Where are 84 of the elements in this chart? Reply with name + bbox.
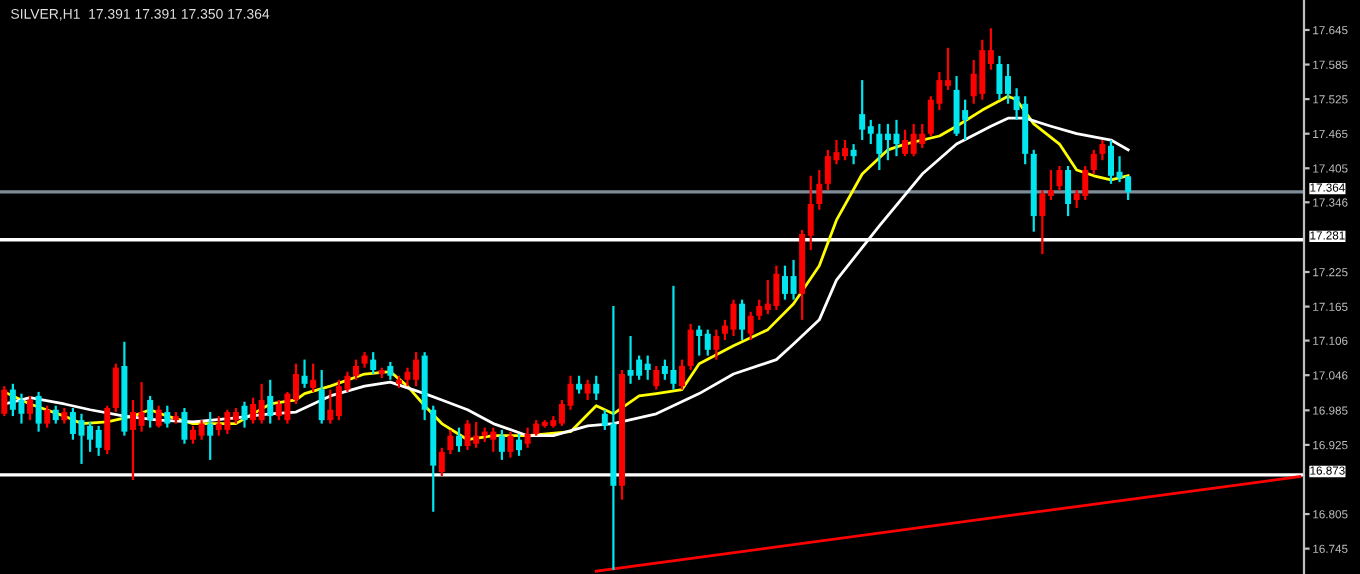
- candlestick: [773, 264, 780, 312]
- candlestick: [584, 378, 591, 402]
- candlestick: [730, 298, 737, 338]
- candlestick: [318, 368, 325, 425]
- candlestick: [241, 400, 248, 429]
- candlestick: [910, 122, 917, 158]
- candlestick: [138, 380, 145, 433]
- candlestick: [970, 58, 977, 105]
- candlestick: [516, 432, 523, 457]
- candlestick: [1039, 189, 1046, 256]
- candlestick: [473, 420, 480, 449]
- candlestick: [696, 324, 703, 357]
- candlestick: [653, 364, 660, 391]
- candlestick: [275, 398, 282, 422]
- candlestick: [490, 426, 497, 453]
- candlestick: [962, 98, 969, 142]
- candlestick: [455, 426, 462, 453]
- candlestick: [953, 74, 960, 138]
- candlestick: [27, 394, 34, 422]
- candlestick: [1099, 138, 1106, 162]
- candlestick: [704, 328, 711, 357]
- candlestick: [850, 142, 857, 166]
- candlestick: [824, 148, 831, 192]
- candlestick: [310, 362, 317, 393]
- candlestick: [35, 390, 42, 433]
- candlestick: [670, 284, 677, 391]
- candlestick: [224, 408, 231, 436]
- candlestick: [447, 428, 454, 456]
- candlestick: [181, 406, 188, 445]
- candlestick: [353, 358, 360, 381]
- candlestick: [207, 410, 214, 461]
- candlestick: [198, 419, 205, 441]
- candlestick: [644, 354, 651, 381]
- candlestick: [147, 394, 154, 429]
- candlestick: [893, 118, 900, 158]
- candlestick: [18, 392, 25, 425]
- candlestick: [464, 419, 471, 452]
- candlestick: [790, 258, 797, 301]
- candlestick: [250, 396, 257, 425]
- candlestick: [1065, 164, 1072, 218]
- candlestick: [404, 366, 411, 388]
- candlestick: [1, 385, 8, 418]
- candlestick: [747, 310, 754, 342]
- candlestick: [438, 446, 445, 478]
- candlestick: [301, 358, 308, 389]
- candlestick: [919, 122, 926, 150]
- candlestick: [507, 430, 514, 459]
- candlestick: [996, 54, 1003, 101]
- candlestick: [679, 358, 686, 391]
- candlestick: [370, 351, 377, 376]
- candlestick: [335, 378, 342, 422]
- candlestick: [687, 322, 694, 372]
- candlestick: [593, 374, 600, 402]
- candlestick: [1090, 148, 1097, 176]
- candlestick: [164, 404, 171, 429]
- candlestick: [1056, 164, 1063, 192]
- candlestick: [756, 298, 763, 321]
- candlestick: [627, 334, 634, 385]
- candlestick: [1125, 175, 1132, 202]
- candlestick: [867, 118, 874, 146]
- candlestick: [876, 122, 883, 172]
- candlestick: [661, 358, 668, 381]
- candlestick: [267, 378, 274, 425]
- candlestick: [327, 388, 334, 425]
- candlestick: [215, 414, 222, 437]
- candlestick: [155, 404, 162, 429]
- candlestick: [713, 328, 720, 361]
- candlestick: [112, 362, 119, 414]
- candlestick: [258, 382, 265, 425]
- candlestick: [9, 382, 16, 418]
- candlestick: [816, 168, 823, 211]
- candlestick: [979, 38, 986, 101]
- candlestick: [764, 278, 771, 316]
- candlestick: [1082, 164, 1089, 202]
- candlestick: [636, 354, 643, 381]
- candlestick: [498, 428, 505, 461]
- candlestick: [739, 298, 746, 342]
- candlestick: [95, 424, 102, 457]
- candlestick: [524, 426, 531, 449]
- candlestick: [859, 79, 866, 142]
- candlestick: [104, 404, 111, 456]
- candlestick: [902, 128, 909, 158]
- candlestick: [78, 412, 85, 466]
- candlestick: [44, 404, 51, 429]
